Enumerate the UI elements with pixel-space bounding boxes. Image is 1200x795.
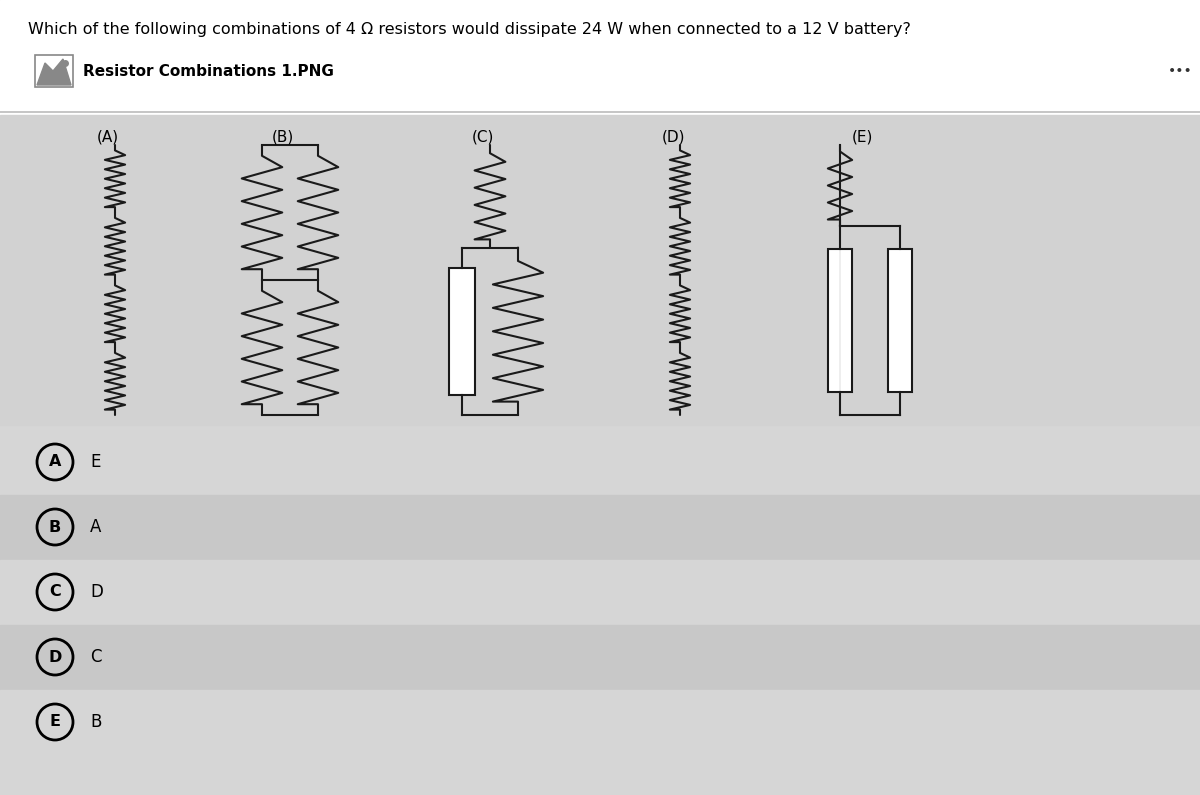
Text: B: B	[49, 519, 61, 534]
Text: D: D	[90, 583, 103, 601]
Text: A: A	[49, 455, 61, 470]
Bar	[0, 0, 1200, 115]
Text: (B): (B)	[272, 130, 294, 145]
Text: B: B	[90, 713, 101, 731]
Bar	[0, 560, 1200, 625]
Text: Resistor Combinations 1.PNG: Resistor Combinations 1.PNG	[83, 64, 334, 79]
Text: •••: •••	[1168, 64, 1193, 78]
Text: (A): (A)	[97, 130, 119, 145]
Text: (E): (E)	[852, 130, 874, 145]
Text: (C): (C)	[472, 130, 494, 145]
Bar	[35, 55, 73, 87]
Bar	[449, 268, 475, 395]
Bar	[0, 495, 1200, 560]
Text: A: A	[90, 518, 101, 536]
Text: Which of the following combinations of 4 Ω resistors would dissipate 24 W when c: Which of the following combinations of 4…	[28, 22, 911, 37]
Text: C: C	[90, 648, 102, 666]
Bar	[0, 755, 1200, 795]
Bar	[0, 115, 1200, 425]
Bar	[888, 249, 912, 392]
Polygon shape	[37, 59, 71, 85]
Bar	[0, 625, 1200, 690]
Bar	[0, 430, 1200, 495]
Text: (D): (D)	[662, 130, 685, 145]
Text: E: E	[49, 715, 60, 730]
Bar	[0, 690, 1200, 755]
Bar	[828, 249, 852, 392]
Text: E: E	[90, 453, 101, 471]
Text: D: D	[48, 650, 61, 665]
Text: C: C	[49, 584, 61, 599]
